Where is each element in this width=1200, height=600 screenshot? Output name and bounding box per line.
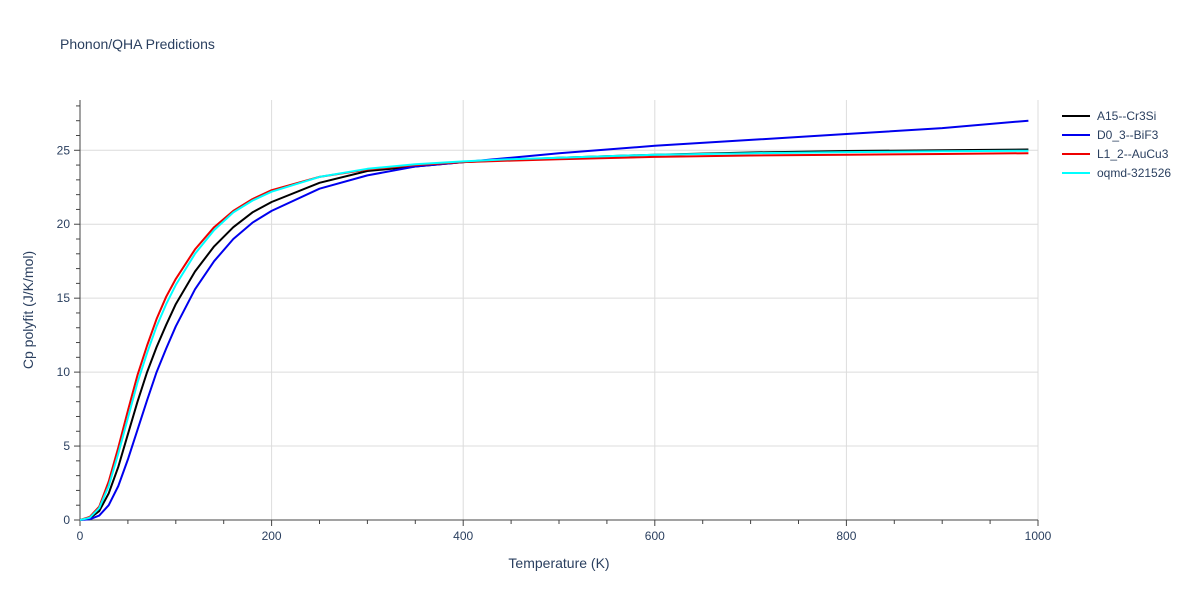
axis-labels: 0 200 400 600 800 1000 0 5 10 15 20 25 Temperature (… [20,143,1052,571]
legend-label: L1_2--AuCu3 [1097,146,1169,161]
legend-label: D0_3--BiF3 [1097,127,1159,142]
series-lines [79,119,1029,521]
chart-title: Phonon/QHA Predictions [60,36,215,52]
series-line-oqmd-321526[interactable] [79,149,1029,521]
y-tick-label: 25 [57,143,71,157]
legend-item-oqmd-321526[interactable]: oqmd-321526 [1062,163,1171,182]
legend-item-l1-2-aucu3[interactable]: L1_2--AuCu3 [1062,144,1171,163]
x-tick-label: 0 [77,529,84,543]
x-tick-label: 800 [836,529,856,543]
y-tick-label: 10 [57,365,71,379]
y-tick-label: 20 [57,217,71,231]
grid [80,100,1039,520]
series-line-l1-2-aucu3[interactable] [79,152,1029,521]
legend-label: A15--Cr3Si [1097,108,1157,123]
y-axis-title: Cp polyfit (J/K/mol) [20,251,36,369]
legend-item-a15-cr3si[interactable]: A15--Cr3Si [1062,106,1171,125]
x-tick-label: 1000 [1025,529,1052,543]
legend-swatch [1062,133,1090,136]
legend-swatch [1062,152,1090,155]
y-tick-label: 15 [57,291,71,305]
series-line-a15-cr3si[interactable] [79,148,1029,521]
axes [74,100,1039,526]
series-line-d0-3-bif3[interactable] [79,119,1029,521]
legend-label: oqmd-321526 [1097,165,1172,180]
y-tick-label: 0 [63,513,70,527]
legend-item-d0-3-bif3[interactable]: D0_3--BiF3 [1062,125,1171,144]
x-tick-label: 600 [645,529,665,543]
y-tick-label: 5 [63,439,70,453]
x-tick-label: 400 [453,529,473,543]
legend-swatch [1062,114,1090,117]
x-tick-label: 200 [262,529,282,543]
x-axis-title: Temperature (K) [508,555,609,571]
legend: A15--Cr3Si D0_3--BiF3 L1_2--AuCu3 oqmd-3215… [1062,106,1171,182]
legend-swatch [1062,171,1090,174]
